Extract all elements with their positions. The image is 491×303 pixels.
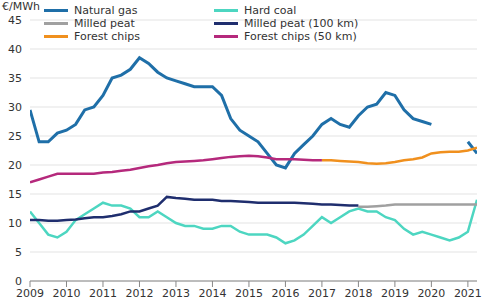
svg-text:35: 35 xyxy=(8,72,22,85)
svg-text:2014: 2014 xyxy=(198,287,226,300)
svg-text:40: 40 xyxy=(8,43,22,56)
svg-text:2013: 2013 xyxy=(162,287,190,300)
svg-text:2012: 2012 xyxy=(125,287,153,300)
svg-text:30: 30 xyxy=(8,101,22,114)
svg-text:2020: 2020 xyxy=(417,287,445,300)
svg-text:2021: 2021 xyxy=(454,287,482,300)
svg-text:2016: 2016 xyxy=(271,287,299,300)
html-text:Forest chips (50 km): Forest chips (50 km) xyxy=(244,30,357,43)
html-text:Natural gas: Natural gas xyxy=(74,4,138,17)
svg-text:15: 15 xyxy=(8,188,22,201)
svg-text:2010: 2010 xyxy=(52,287,80,300)
html-text:Forest chips: Forest chips xyxy=(74,30,140,43)
svg-text:5: 5 xyxy=(15,246,22,259)
svg-text:25: 25 xyxy=(8,130,22,143)
svg-text:10: 10 xyxy=(8,217,22,230)
svg-text:45: 45 xyxy=(8,14,22,27)
svg-text:2017: 2017 xyxy=(308,287,336,300)
svg-text:2018: 2018 xyxy=(344,287,372,300)
svg-text:20: 20 xyxy=(8,159,22,172)
svg-text:2011: 2011 xyxy=(89,287,117,300)
html-text:Milled peat (100 km): Milled peat (100 km) xyxy=(244,17,359,30)
svg-text:2009: 2009 xyxy=(16,287,44,300)
html-text:€/MWh: €/MWh xyxy=(2,0,40,13)
html-text:Milled peat: Milled peat xyxy=(74,17,135,30)
svg-text:2019: 2019 xyxy=(381,287,409,300)
svg-text:2015: 2015 xyxy=(235,287,263,300)
svg-text:0: 0 xyxy=(15,275,22,288)
html-text:Hard coal: Hard coal xyxy=(244,4,297,17)
